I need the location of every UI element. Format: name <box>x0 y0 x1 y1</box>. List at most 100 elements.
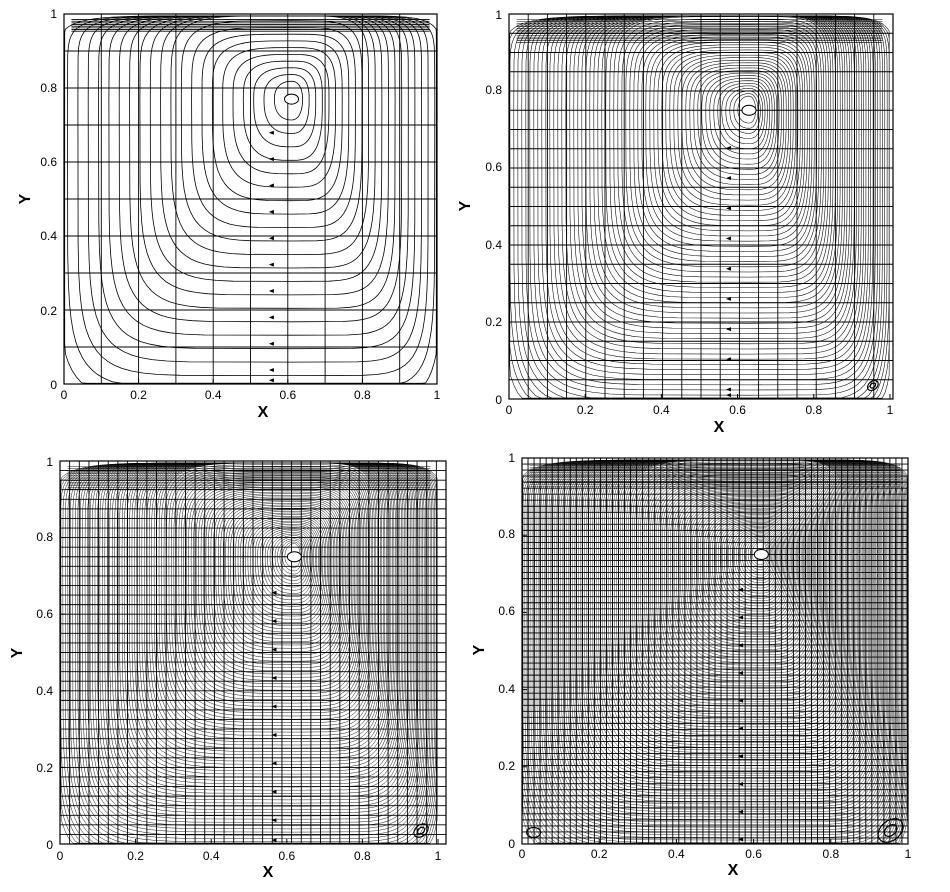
bottom-right-eddy-inner <box>883 824 898 837</box>
streamline <box>198 486 354 681</box>
y-tick-label: 0.8 <box>40 81 57 95</box>
streamline <box>704 510 797 627</box>
x-tick-label: 1 <box>887 403 894 417</box>
y-tick-label: 0 <box>495 393 502 407</box>
x-tick-label: 0.4 <box>205 388 222 402</box>
streamline <box>253 67 317 148</box>
streamline <box>131 462 395 768</box>
streamline <box>577 15 850 329</box>
streamline <box>694 504 803 640</box>
bottom-right-eddy <box>413 823 429 838</box>
streamline <box>717 83 768 150</box>
streamline <box>158 462 378 733</box>
streamline <box>528 459 905 844</box>
streamline <box>60 462 438 844</box>
streamline <box>740 533 775 581</box>
streamline <box>208 493 348 668</box>
streamline <box>600 459 861 761</box>
streamline <box>210 495 346 665</box>
streamline <box>748 538 770 571</box>
streamline <box>588 459 868 777</box>
streamline <box>541 15 871 375</box>
bottom-left-eddy <box>525 826 542 839</box>
streamline <box>661 47 801 221</box>
streamline <box>580 459 873 787</box>
streamline <box>692 502 804 643</box>
streamline <box>602 459 859 759</box>
streamline <box>79 462 426 836</box>
streamline <box>642 470 835 707</box>
streamlines <box>522 459 908 844</box>
streamline <box>173 470 369 714</box>
streamline <box>64 15 437 384</box>
streamline <box>225 504 337 646</box>
flow-arrow <box>738 809 744 814</box>
streamline <box>148 462 384 746</box>
streamline <box>160 15 376 269</box>
x-tick-label: 0.2 <box>591 847 608 861</box>
streamline <box>672 489 817 668</box>
streamline <box>729 90 761 134</box>
streamline <box>592 459 865 771</box>
streamline <box>680 495 812 658</box>
flow-arrow <box>271 789 277 794</box>
flow-arrow <box>738 837 744 842</box>
streamline <box>141 462 389 755</box>
streamline <box>750 540 769 568</box>
x-axis-title: X <box>714 419 725 436</box>
streamline <box>242 60 323 161</box>
flow-arrow <box>268 183 274 188</box>
streamline <box>674 491 815 666</box>
streamline <box>746 537 771 573</box>
streamline <box>584 459 870 782</box>
streamline <box>664 484 821 679</box>
streamline <box>74 462 429 843</box>
streamline <box>710 514 793 620</box>
streamline <box>146 462 386 749</box>
streamline <box>263 74 310 134</box>
streamline <box>624 459 846 730</box>
y-tick-label: 0.4 <box>36 684 53 698</box>
flow-arrow <box>725 357 731 362</box>
streamline <box>94 462 417 817</box>
streamline <box>706 511 796 625</box>
plot-frame <box>63 13 438 385</box>
x-tick-label: 0.8 <box>822 847 839 861</box>
streamline <box>163 464 375 726</box>
streamline <box>669 52 796 211</box>
streamline <box>257 525 318 604</box>
streamline <box>689 65 785 185</box>
streamline <box>650 475 830 697</box>
flow-arrow <box>271 761 277 766</box>
y-axis-title: Y <box>457 200 474 211</box>
streamline <box>205 491 349 672</box>
streamline <box>646 473 832 702</box>
streamline <box>220 501 340 652</box>
streamline <box>700 507 799 632</box>
streamline <box>509 15 890 399</box>
streamline <box>67 462 434 844</box>
x-tick-label: 1 <box>435 849 442 863</box>
flow-arrow <box>268 209 274 214</box>
x-tick-label: 0 <box>57 849 64 863</box>
streamline <box>597 15 839 304</box>
y-tick-label: 0.6 <box>40 155 57 169</box>
streamline <box>570 459 879 800</box>
streamline <box>277 538 305 578</box>
flow-arrow <box>271 732 277 737</box>
streamline <box>725 88 763 139</box>
streamline <box>259 527 316 601</box>
streamline <box>712 515 792 617</box>
plot-frame <box>508 13 894 400</box>
streamline <box>136 462 392 762</box>
streamline <box>713 80 770 155</box>
panel-bottom-left: 0 0.2 0.4 0.6 0.8 1 0 0.2 0.4 0.6 0.8 1 … <box>9 455 447 881</box>
streamline <box>272 535 308 585</box>
streamline <box>693 67 782 180</box>
streamline <box>649 39 808 237</box>
streamline <box>215 498 343 659</box>
y-axis-title: Y <box>9 647 26 658</box>
streamline <box>688 500 807 648</box>
streamline <box>612 459 853 746</box>
y-tick-label: 0.4 <box>498 682 515 696</box>
